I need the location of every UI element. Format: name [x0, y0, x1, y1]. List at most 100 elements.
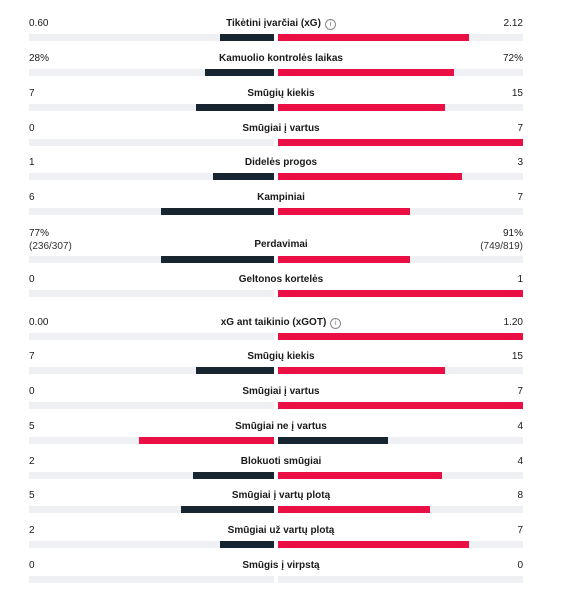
stat-label-text: Smūgis į virpstą: [242, 560, 320, 571]
stat-label-text: Smūgių kiekis: [247, 88, 315, 99]
away-value: 7: [517, 386, 523, 397]
home-bar-track: [29, 333, 274, 340]
away-bar-track: [278, 290, 523, 297]
stat-label: Didelės progos: [0, 157, 562, 169]
home-bar: [196, 104, 274, 111]
away-value: 4: [517, 456, 523, 467]
away-bar-track: [278, 104, 523, 111]
stat-label-text: xG ant taikinio (xGOT): [220, 317, 327, 328]
stat-label: Smūgiai ne į vartus: [0, 421, 562, 433]
away-value: 7: [517, 123, 523, 134]
stat-label-text: Perdavimai: [254, 239, 308, 250]
home-bar: [181, 506, 274, 513]
stat-row: 0.60 2.12 Tikėtini įvarčiai (xG) i: [0, 18, 562, 48]
stat-label-text: Smūgių kiekis: [247, 351, 315, 362]
away-value: 91%: [502, 228, 523, 239]
stat-label: Smūgiai už vartų plotą: [0, 525, 562, 537]
away-bar: [278, 541, 469, 548]
stat-label: Kamuolio kontrolės laikas: [0, 53, 562, 65]
away-value: 15: [511, 88, 523, 99]
home-bar-track: [29, 290, 274, 297]
away-bar: [278, 402, 523, 409]
home-bar: [161, 208, 274, 215]
home-sub-value: (236/307): [29, 241, 72, 252]
home-value: 0.00: [29, 317, 49, 328]
stat-label-text: Smūgiai ne į vartus: [235, 421, 327, 432]
away-value: 8: [517, 490, 523, 501]
away-bar-track: [278, 576, 523, 583]
away-value: 3: [517, 157, 523, 168]
home-bar: [213, 173, 274, 180]
info-icon[interactable]: i: [324, 19, 336, 30]
away-bar: [278, 333, 523, 340]
home-bar: [193, 472, 274, 479]
home-bar-track: [29, 139, 274, 146]
away-bar-track: [278, 367, 523, 374]
away-value: 7: [517, 525, 523, 536]
home-value: 5: [29, 490, 35, 501]
home-bar: [161, 256, 274, 263]
away-bar: [278, 506, 430, 513]
away-value: 15: [511, 351, 523, 362]
home-value: 7: [29, 351, 35, 362]
away-bar-track: [278, 34, 523, 41]
away-bar: [278, 104, 445, 111]
stat-row: 5 4 Smūgiai ne į vartus: [0, 421, 562, 451]
away-bar: [278, 208, 410, 215]
home-bar-track: [29, 208, 274, 215]
away-bar: [278, 367, 445, 374]
home-bar: [205, 69, 274, 76]
home-bar-track: [29, 472, 274, 479]
away-bar-track: [278, 472, 523, 479]
home-value: 7: [29, 88, 35, 99]
stat-row: 2 4 Blokuoti smūgiai: [0, 456, 562, 486]
home-bar-track: [29, 402, 274, 409]
away-bar: [278, 34, 469, 41]
home-bar-track: [29, 69, 274, 76]
stat-row: 0 1 Geltonos kortelės: [0, 274, 562, 304]
stat-row: 0.00 1.20 xG ant taikinio (xGOT) i: [0, 317, 562, 347]
away-bar: [278, 139, 523, 146]
home-value: 6: [29, 192, 35, 203]
stat-label: Smūgių kiekis: [0, 88, 562, 100]
stat-row: 7 15 Smūgių kiekis: [0, 88, 562, 118]
away-bar: [278, 256, 410, 263]
home-bar: [196, 367, 274, 374]
home-value: 0.60: [29, 18, 49, 29]
stat-label: Smūgis į virpstą: [0, 560, 562, 572]
away-bar: [278, 69, 454, 76]
away-bar-track: [278, 69, 523, 76]
away-bar-track: [278, 208, 523, 215]
info-icon[interactable]: i: [330, 318, 342, 329]
home-bar-track: [29, 34, 274, 41]
stat-label: xG ant taikinio (xGOT) i: [0, 317, 562, 329]
away-bar-track: [278, 437, 523, 444]
home-value: 0: [29, 560, 35, 571]
away-value: 4: [517, 421, 523, 432]
away-value: 1: [517, 274, 523, 285]
home-value: 77%: [29, 228, 50, 239]
stat-label-text: Smūgiai į vartus: [242, 123, 320, 134]
stat-label-text: Kampiniai: [257, 192, 305, 203]
stat-label-text: Blokuoti smūgiai: [240, 456, 322, 467]
home-bar-track: [29, 173, 274, 180]
stat-label: Smūgiai į vartų plotą: [0, 490, 562, 502]
away-bar-track: [278, 541, 523, 548]
home-bar-track: [29, 506, 274, 513]
home-value: 28%: [29, 53, 50, 64]
away-bar: [278, 290, 523, 297]
stat-label: Smūgių kiekis: [0, 351, 562, 363]
away-value: 2.12: [503, 18, 523, 29]
stat-row: 0 7 Smūgiai į vartus: [0, 386, 562, 416]
stat-label-text: Tikėtini įvarčiai (xG): [226, 18, 321, 29]
home-value: 0: [29, 123, 35, 134]
home-value: 0: [29, 386, 35, 397]
stat-label-text: Smūgiai į vartus: [242, 386, 320, 397]
stat-label-text: Didelės progos: [244, 157, 318, 168]
home-value: 2: [29, 525, 35, 536]
home-bar: [220, 34, 274, 41]
home-bar-track: [29, 541, 274, 548]
away-bar-track: [278, 256, 523, 263]
stat-row: 28% 72% Kamuolio kontrolės laikas: [0, 53, 562, 83]
